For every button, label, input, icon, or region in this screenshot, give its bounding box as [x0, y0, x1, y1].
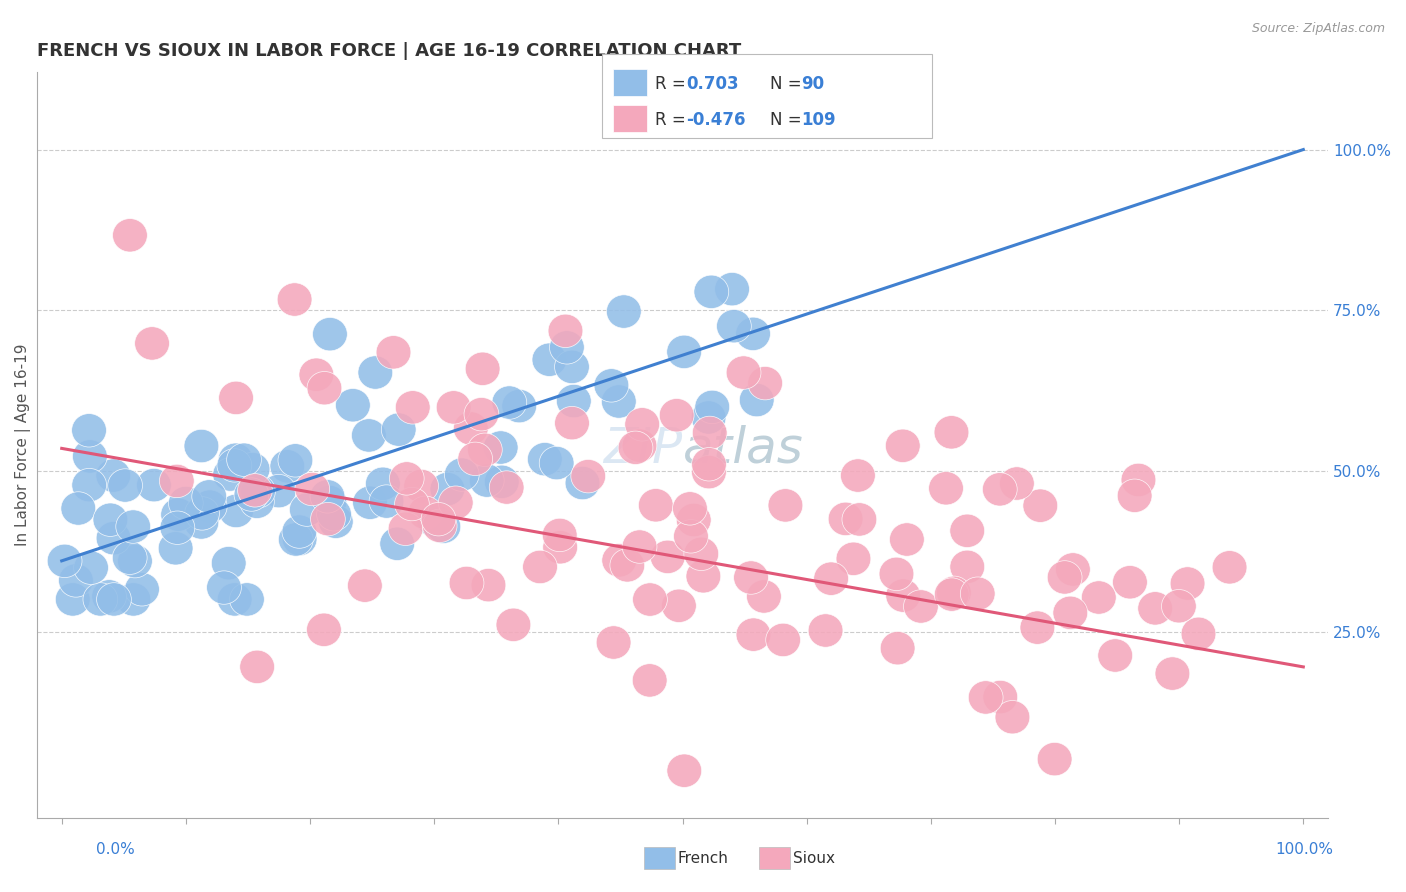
Text: -0.476: -0.476 [686, 111, 745, 128]
Text: Sioux: Sioux [793, 851, 835, 865]
Text: 109: 109 [801, 111, 837, 128]
Text: N =: N = [770, 111, 807, 128]
Text: 90: 90 [801, 75, 824, 93]
Text: R =: R = [655, 111, 692, 128]
Text: N =: N = [770, 75, 807, 93]
Text: ZIP: ZIP [603, 425, 682, 473]
Text: R =: R = [655, 75, 692, 93]
Text: atlas: atlas [682, 425, 803, 473]
Text: 0.0%: 0.0% [96, 842, 135, 856]
Text: 0.703: 0.703 [686, 75, 738, 93]
Text: French: French [678, 851, 728, 865]
Text: FRENCH VS SIOUX IN LABOR FORCE | AGE 16-19 CORRELATION CHART: FRENCH VS SIOUX IN LABOR FORCE | AGE 16-… [37, 42, 741, 60]
Text: Source: ZipAtlas.com: Source: ZipAtlas.com [1251, 22, 1385, 36]
Text: 100.0%: 100.0% [1275, 842, 1333, 856]
Y-axis label: In Labor Force | Age 16-19: In Labor Force | Age 16-19 [15, 344, 31, 547]
